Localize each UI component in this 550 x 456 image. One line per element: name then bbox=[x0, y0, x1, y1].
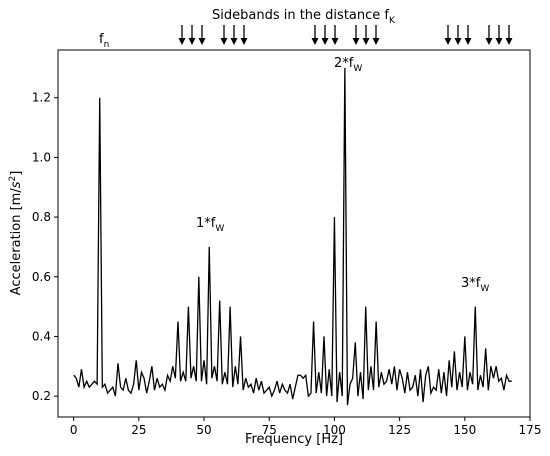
sideband-arrow bbox=[464, 25, 472, 45]
x-tick-label: 75 bbox=[262, 423, 277, 437]
sideband-arrow bbox=[454, 25, 462, 45]
plot-frame bbox=[57, 49, 531, 418]
harmonic-3-label: 3*fW bbox=[461, 276, 489, 294]
y-tick-label: 0.6 bbox=[32, 270, 51, 284]
x-tick-label: 25 bbox=[131, 423, 146, 437]
x-tick-label: 100 bbox=[323, 423, 346, 437]
sideband-arrow bbox=[311, 25, 319, 45]
sideband-arrows bbox=[178, 25, 513, 45]
x-tick-label: 50 bbox=[196, 423, 211, 437]
sideband-arrow bbox=[198, 25, 206, 45]
y-axis-ticks: 0.2 0.4 0.6 0.8 1.0 1.2 bbox=[32, 91, 58, 403]
sideband-arrow bbox=[372, 25, 380, 45]
fn-label: fn bbox=[99, 32, 109, 50]
sideband-arrow bbox=[188, 25, 196, 45]
x-axis-ticks: 0 25 50 75 100 125 150 175 bbox=[70, 417, 542, 437]
sideband-arrow bbox=[352, 25, 360, 45]
sideband-arrow bbox=[505, 25, 513, 45]
y-tick-label: 0.2 bbox=[32, 389, 51, 403]
x-axis-label: Frequency [Hz] bbox=[245, 432, 343, 447]
sideband-arrow bbox=[331, 25, 339, 45]
acceleration-series-line bbox=[73, 67, 512, 406]
sideband-arrow bbox=[178, 25, 186, 45]
x-tick-label: 150 bbox=[453, 423, 476, 437]
y-tick-label: 0.4 bbox=[32, 329, 51, 343]
top-annotations: Sidebands in the distance fK fn bbox=[99, 8, 513, 50]
sideband-arrow bbox=[321, 25, 329, 45]
sideband-arrow bbox=[485, 25, 493, 45]
harmonic-1-label: 1*fW bbox=[196, 216, 224, 234]
y-tick-label: 1.2 bbox=[32, 91, 51, 105]
y-tick-label: 1.0 bbox=[32, 150, 51, 164]
sidebands-label: Sidebands in the distance fK bbox=[212, 8, 396, 26]
sideband-arrow bbox=[230, 25, 238, 45]
x-tick-label: 125 bbox=[388, 423, 411, 437]
sideband-arrow bbox=[362, 25, 370, 45]
x-tick-label: 175 bbox=[519, 423, 542, 437]
sideband-arrow bbox=[495, 25, 503, 45]
sideband-arrow bbox=[444, 25, 452, 45]
sideband-arrow bbox=[220, 25, 228, 45]
harmonic-2-label: 2*fW bbox=[334, 56, 362, 74]
sideband-arrow bbox=[240, 25, 248, 45]
y-axis-label: Acceleration [m/s2] bbox=[8, 171, 24, 296]
y-tick-label: 0.8 bbox=[32, 210, 51, 224]
x-tick-label: 0 bbox=[70, 423, 78, 437]
